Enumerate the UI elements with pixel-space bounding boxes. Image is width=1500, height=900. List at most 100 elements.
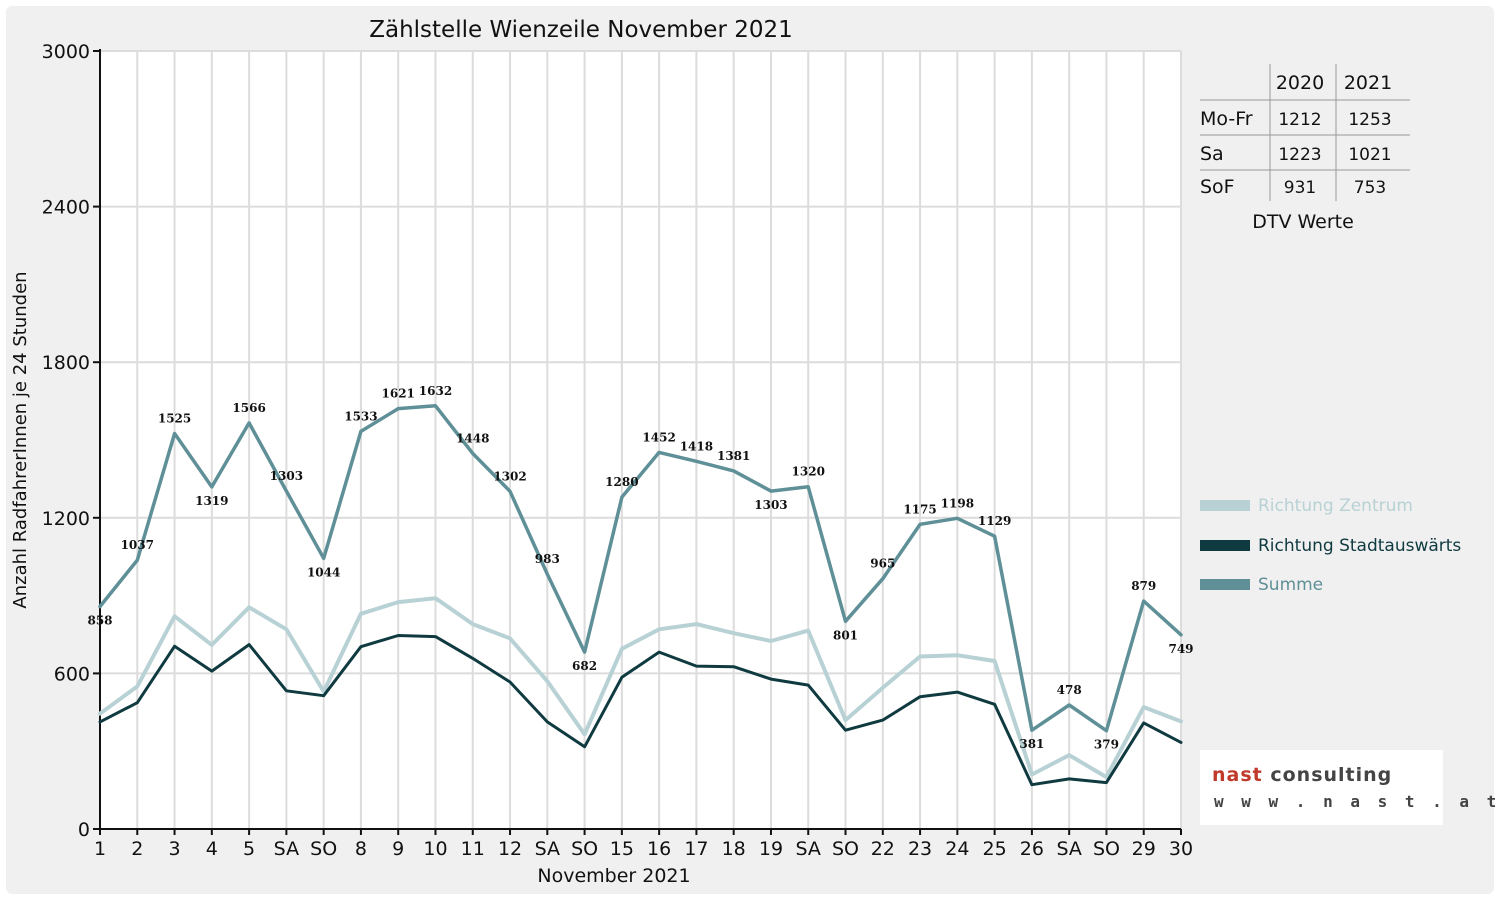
legend-label-summe: Summe: [1258, 575, 1323, 595]
x-tick-label: 22: [871, 838, 895, 860]
data-label: 1044: [307, 565, 340, 579]
dtv-cell: 753: [1354, 178, 1386, 198]
x-axis-label: November 2021: [537, 865, 690, 887]
data-label: 1129: [978, 514, 1011, 528]
x-tick-label: 19: [759, 838, 783, 860]
y-axis-label: Anzahl RadfahrerInnen je 24 Stunden: [10, 271, 31, 608]
x-tick-label: 10: [423, 838, 447, 860]
dtv-header-2021: 2021: [1344, 72, 1392, 94]
legend-swatch-summe: [1200, 579, 1250, 590]
logo-name: nast consulting: [1212, 764, 1393, 786]
x-tick-label: 30: [1169, 838, 1193, 860]
x-tick-label: 9: [392, 838, 404, 860]
x-tick-label: 1: [94, 838, 106, 860]
data-label: 1319: [195, 494, 228, 508]
data-label: 1525: [158, 412, 191, 426]
x-tick-label: SA: [274, 838, 299, 860]
x-tick-label: 8: [355, 838, 367, 860]
x-tick-label: 29: [1132, 838, 1156, 860]
x-tick-label: 24: [945, 838, 969, 860]
data-label: 1632: [419, 384, 452, 398]
data-label: 1303: [754, 498, 787, 512]
data-label: 858: [87, 613, 112, 627]
legend-label-zentrum: Richtung Zentrum: [1258, 496, 1413, 516]
dtv-row-label: Sa: [1200, 143, 1224, 165]
data-label: 1566: [232, 401, 265, 415]
axes: [99, 49, 1181, 830]
x-tick-label: SO: [1093, 838, 1120, 860]
dtv-row-label: Mo-Fr: [1200, 108, 1253, 130]
data-label: 801: [833, 628, 858, 642]
x-tick-label: 2: [131, 838, 143, 860]
y-tick-label: 3000: [42, 41, 90, 63]
data-label: 1037: [121, 538, 154, 552]
nast-consulting-logo: nast consulting w w w . n a s t . a t: [1200, 750, 1496, 825]
data-label: 1280: [605, 475, 638, 489]
legend-swatch-stadtauswaerts: [1200, 540, 1250, 551]
x-tick-label: 16: [647, 838, 671, 860]
data-label: 1452: [642, 430, 675, 444]
legend-swatch-zentrum: [1200, 500, 1250, 511]
data-label: 1621: [382, 387, 415, 401]
x-tick-label: 11: [461, 838, 485, 860]
data-label: 879: [1131, 579, 1156, 593]
data-labels: 858 1037 1525 1319 1566 1303 1044 1533 1621 1632 1…: [87, 384, 1193, 752]
dtv-row-label: SoF: [1200, 176, 1235, 198]
dtv-cell: 1212: [1278, 110, 1321, 130]
logo-url: w w w . n a s t . a t: [1214, 792, 1500, 811]
series-line-stadtauswaerts: [98, 634, 1183, 787]
data-label: 1320: [792, 465, 825, 479]
data-label: 749: [1168, 642, 1193, 656]
data-label: 1533: [344, 409, 377, 423]
data-label: 379: [1094, 738, 1119, 752]
data-label: 1448: [456, 431, 489, 445]
data-label: 1175: [903, 502, 936, 516]
dtv-cell: 1223: [1278, 145, 1321, 165]
y-tick-label: 600: [54, 663, 90, 685]
data-label: 682: [572, 659, 597, 673]
data-label: 478: [1057, 683, 1082, 697]
x-tick-label: SA: [1056, 838, 1081, 860]
x-tick-label: SO: [832, 838, 859, 860]
series-line-zentrum: [98, 596, 1183, 780]
dtv-cell: 1253: [1348, 110, 1391, 130]
dtv-cell: 931: [1284, 178, 1316, 198]
data-label: 983: [535, 552, 560, 566]
x-tick-label: 25: [983, 838, 1007, 860]
data-label: 1418: [680, 439, 713, 453]
legend: Richtung Zentrum Richtung Stadtauswärts …: [1200, 496, 1461, 595]
y-tick-label: 0: [78, 819, 90, 841]
data-label: 1302: [493, 469, 526, 483]
y-tick-label: 1200: [42, 508, 90, 530]
y-tick-label: 2400: [42, 197, 90, 219]
x-tick-label: SO: [571, 838, 598, 860]
dtv-header-2020: 2020: [1276, 72, 1324, 94]
x-tick-label: 15: [610, 838, 634, 860]
x-tick-label: 18: [722, 838, 746, 860]
y-tick-labels: 0 600 1200 1800 2400 3000: [42, 41, 100, 841]
data-label: 1198: [941, 496, 974, 510]
x-tick-label: SA: [796, 838, 821, 860]
data-label: 1303: [270, 469, 303, 483]
data-label: 1381: [717, 449, 750, 463]
x-tick-label: 5: [243, 838, 255, 860]
data-label: 965: [870, 557, 895, 571]
plot-area: [100, 51, 1181, 829]
x-tick-label: 4: [206, 838, 218, 860]
x-tick-label: 26: [1020, 838, 1044, 860]
x-tick-label: SO: [310, 838, 337, 860]
series-line-summe: [98, 404, 1183, 733]
x-tick-label: 17: [684, 838, 708, 860]
series-lines: [98, 404, 1183, 787]
chart-title: Zählstelle Wienzeile November 2021: [369, 17, 793, 43]
dtv-table: 2020 2021 Mo-Fr 1212 1253 Sa 1223 1021 S…: [1200, 64, 1410, 233]
x-tick-label: 12: [498, 838, 522, 860]
x-tick-label: 3: [169, 838, 181, 860]
legend-label-stadtauswaerts: Richtung Stadtauswärts: [1258, 536, 1461, 556]
data-label: 381: [1019, 737, 1044, 751]
dtv-cell: 1021: [1348, 145, 1391, 165]
dtv-caption: DTV Werte: [1252, 211, 1354, 233]
grid: [100, 50, 1182, 829]
x-tick-labels: 1 2 3 4 5 SA SO 8 9 10 11 12 SA SO 15 16 17 18 19 SA SO 22 23 2…: [94, 829, 1193, 860]
